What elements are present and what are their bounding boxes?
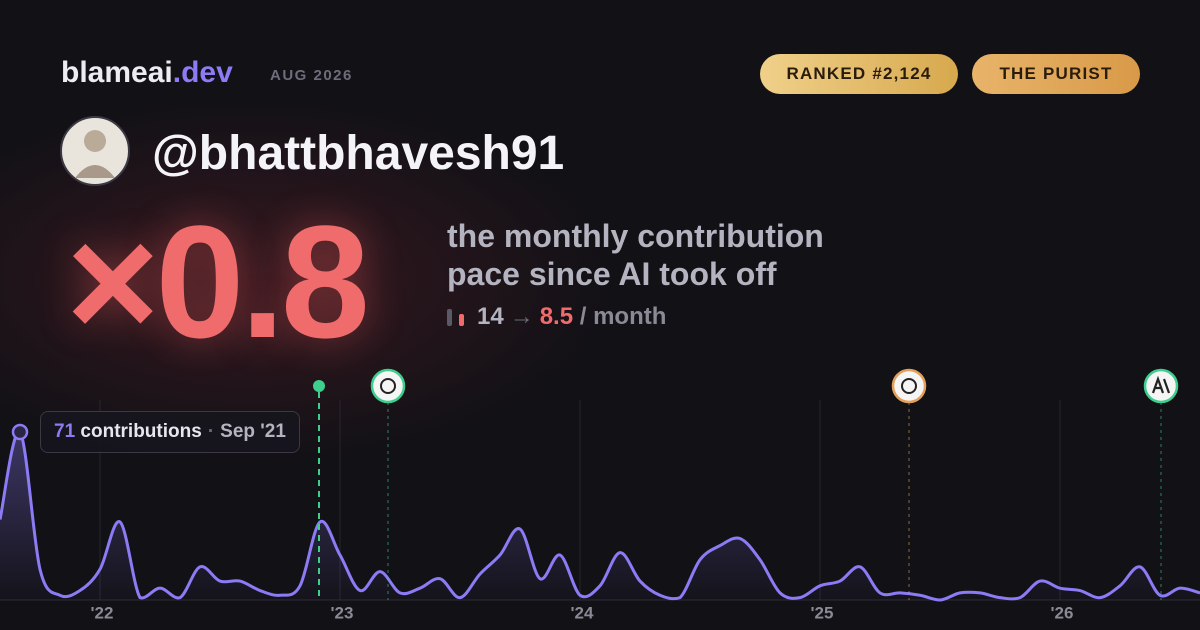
x-tick-label: '26 [1051,603,1074,622]
persona-badge: THE PURIST [972,54,1140,94]
x-tick-label: '25 [811,603,834,622]
pace-icon [447,309,464,326]
date: AUG 2026 [270,67,353,84]
x-tick-label: '22 [91,603,114,622]
tooltip: 71 contributions · Sep '21 [40,411,300,453]
tooltip-date: Sep '21 [220,421,286,442]
avatar [60,116,130,186]
pace-before: 14 [477,303,504,330]
x-tick-label: '23 [331,603,354,622]
multiplier: ×0.8 [66,192,370,371]
tooltip-label: contributions [80,421,202,442]
brand-tld: .dev [172,56,233,89]
line-area [0,431,1200,600]
username: @bhattbhavesh91 [152,127,565,180]
tooltip-value: 71 [54,421,76,442]
pace-unit: / month [579,303,667,330]
highlight-point [11,423,29,441]
brand: blameai.dev [61,56,233,90]
brand-name: blameai [61,56,173,89]
x-tick-label: '24 [571,603,594,622]
rank-badge: RANKED #2,124 [760,54,958,94]
description: pace since AI took off [447,256,777,292]
description: the monthly contribution [447,218,824,254]
pace: 14 → 8.5 / month [447,303,666,331]
events [313,368,1179,600]
pace-after: 8.5 [539,303,574,330]
arrow: → [509,303,534,330]
line [0,430,1200,602]
